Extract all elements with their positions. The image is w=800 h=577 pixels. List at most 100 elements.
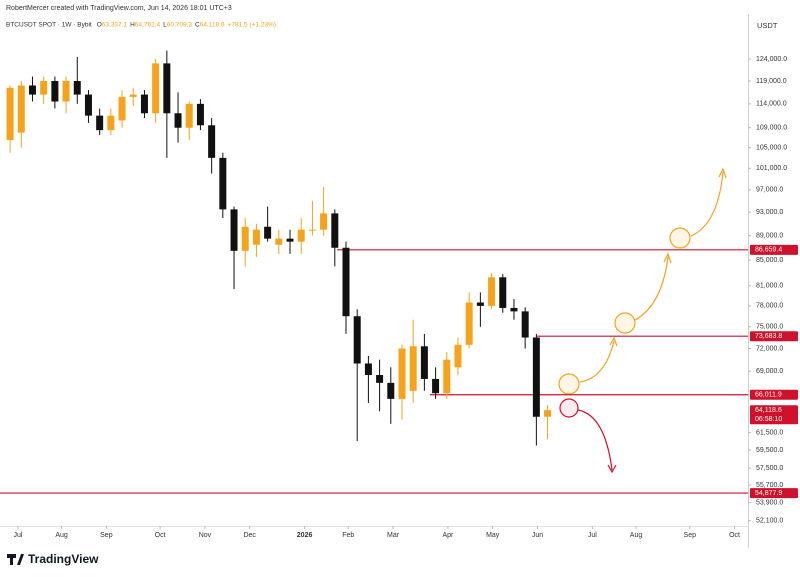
- candle-body: [308, 229, 316, 231]
- candle-body: [73, 80, 81, 95]
- candle-body: [264, 226, 272, 239]
- annotations: [558, 167, 727, 474]
- y-tick-label: 55,700.0: [756, 482, 783, 489]
- level-tag: [750, 331, 798, 342]
- y-tick-label: 114,000.0: [756, 101, 787, 108]
- y-tick-label: 124,000.0: [756, 56, 787, 63]
- ohlc-value: 60,709.3: [167, 22, 193, 29]
- y-tick-label: 105,000.0: [756, 144, 787, 151]
- x-tick-label: Jun: [532, 532, 543, 539]
- y-tick-label: 72,000.0: [756, 345, 783, 352]
- ohlc-legend: O 63,337.1 H 64,762.4 L 60,709.3 C 64,118.6 +781…: [97, 22, 276, 29]
- x-tick-label: Jul: [588, 532, 597, 539]
- candle-body: [275, 238, 283, 245]
- candle-body: [398, 348, 406, 399]
- candle-body: [40, 80, 48, 95]
- arrow-head: [609, 336, 618, 347]
- arrow: [634, 256, 669, 321]
- candle-body: [252, 229, 260, 245]
- y-tick-label: 85,000.0: [756, 257, 783, 264]
- candle-body: [544, 410, 552, 417]
- candle-body: [163, 63, 171, 114]
- candle-body: [499, 277, 507, 308]
- candle-body: [174, 113, 182, 128]
- candle-body: [62, 80, 70, 102]
- level-tag-label: 66,011.9: [755, 392, 782, 399]
- y-tick-label: 78,000.0: [756, 303, 783, 310]
- change: +781.5 (+1.23%): [228, 22, 276, 29]
- candle-body: [152, 63, 160, 114]
- candle-body: [432, 378, 440, 394]
- y-tick-label: 61,500.0: [756, 429, 783, 436]
- candle-body: [532, 337, 540, 417]
- ohlc-value: 64,762.4: [135, 22, 161, 29]
- y-tick-label: 57,500.0: [756, 465, 783, 472]
- y-tick-label: 109,000.0: [756, 125, 787, 132]
- candle-body: [488, 277, 496, 306]
- target-circle: [669, 227, 691, 249]
- arrow-head: [718, 167, 727, 179]
- candle-body: [241, 226, 249, 251]
- y-tick-label: 119,000.0: [756, 78, 787, 85]
- candle-body: [129, 94, 137, 97]
- level-tag: [750, 488, 798, 499]
- last-price-tag: [750, 405, 798, 425]
- candle-body: [51, 80, 59, 102]
- credit: RobertMercer created with TradingView.co…: [6, 5, 232, 12]
- candle-body: [409, 346, 417, 391]
- y-tick-label: 52,100.0: [756, 518, 783, 525]
- candle-body: [297, 229, 305, 242]
- y-tick-label: 93,000.0: [756, 209, 783, 216]
- candle-body: [320, 213, 328, 230]
- x-tick-label: Sep: [100, 532, 113, 539]
- currency: USDT: [757, 21, 778, 30]
- x-tick-label: Jul: [13, 532, 22, 539]
- level-tag: [750, 244, 798, 255]
- x-tick-label: Oct: [155, 532, 166, 539]
- y-tick-label: 89,000.0: [756, 232, 783, 239]
- candle-body: [185, 103, 193, 128]
- candle-body: [364, 363, 372, 376]
- x-tick-label: Mar: [387, 532, 400, 539]
- candle-body: [208, 125, 216, 158]
- candle-body: [353, 316, 361, 364]
- arrow: [579, 340, 615, 383]
- candle-body: [219, 157, 227, 210]
- ohlc-key: O: [97, 22, 102, 29]
- x-tick-label: Nov: [199, 532, 212, 539]
- target-circle: [558, 373, 580, 395]
- x-tick-label: Feb: [342, 532, 354, 539]
- candle-body: [476, 302, 484, 306]
- y-tick-label: 81,000.0: [756, 283, 783, 290]
- candle-body: [331, 213, 339, 248]
- x-tick-label: Dec: [243, 532, 256, 539]
- x-tick-label: Aug: [55, 532, 68, 539]
- ohlc-key: C: [195, 22, 200, 29]
- countdown: 06:58:10: [755, 416, 782, 423]
- candle-body: [118, 96, 126, 121]
- candle-body: [230, 209, 238, 251]
- logo-mark: [7, 554, 24, 565]
- y-tick-label: 101,000.0: [756, 165, 787, 172]
- risk-circle: [559, 398, 579, 418]
- ohlc-key: L: [163, 22, 167, 29]
- ohlc-value: 64,118.6: [200, 22, 225, 29]
- x-tick-label: May: [486, 532, 500, 539]
- y-tick-label: 59,500.0: [756, 447, 783, 454]
- level-tag-label: 86,659.4: [755, 247, 782, 254]
- candle-body: [376, 375, 384, 383]
- candle-body: [387, 382, 395, 399]
- candle-body: [420, 346, 428, 379]
- ohlc-key: H: [130, 22, 135, 29]
- candle-body: [17, 85, 25, 133]
- y-tick-label: 53,900.0: [756, 499, 783, 506]
- level-tag-label: 73,683.8: [755, 333, 782, 340]
- target-circle: [614, 312, 636, 334]
- candle-body: [28, 85, 36, 95]
- candle-body: [196, 103, 204, 126]
- level-tag: [750, 389, 798, 400]
- y-tick-label: 97,000.0: [756, 187, 783, 194]
- arrow: [577, 409, 613, 471]
